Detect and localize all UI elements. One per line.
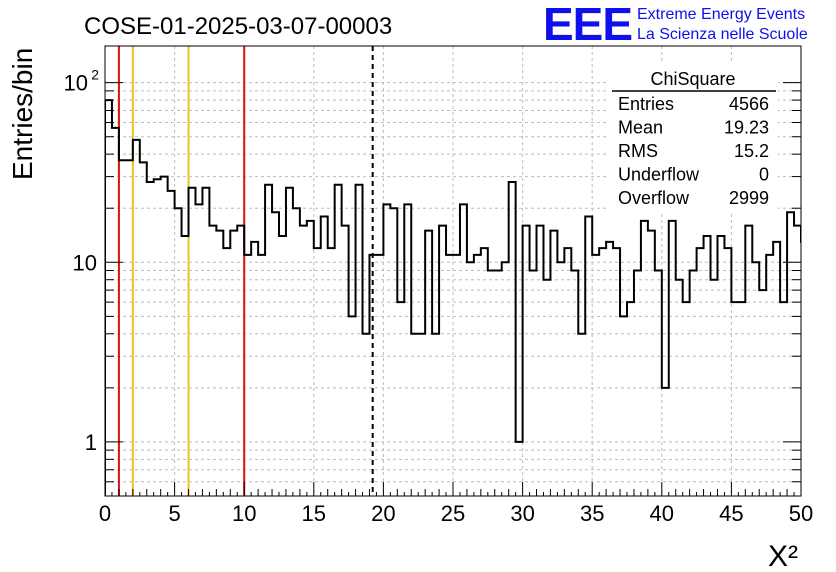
logo-letters: EEE xyxy=(543,0,632,50)
stats-box-title: ChiSquare xyxy=(650,69,735,89)
stats-row-label: Underflow xyxy=(618,165,700,185)
stats-box-background xyxy=(608,64,778,212)
x-tick-label: 20 xyxy=(371,501,395,526)
reference-lines xyxy=(117,46,374,496)
stats-row-value: 19.23 xyxy=(724,118,769,138)
x-tick-label: 50 xyxy=(789,501,813,526)
x-tick-label: 40 xyxy=(650,501,674,526)
logo-line-2: La Scienza nelle Scuole xyxy=(637,26,808,43)
x-tick-label: 0 xyxy=(99,501,111,526)
stats-box: ChiSquare Entries 4566 Mean 19.23 RMS 15.2 Und… xyxy=(608,64,778,212)
y-tick-label: 10 xyxy=(73,250,97,275)
x-tick-label: 15 xyxy=(302,501,326,526)
stats-row-label: RMS xyxy=(618,141,658,161)
y-axis-label: Entries/bin xyxy=(7,48,38,180)
logo-line-1: Extreme Energy Events xyxy=(637,6,805,23)
stats-row-label: Entries xyxy=(618,94,674,114)
histogram-outline xyxy=(105,99,801,496)
x-axis-ticks: 0 5 10 15 20 25 30 35 40 45 50 xyxy=(99,482,813,526)
eee-logo: EEE Extreme Energy Events La Scienza nel… xyxy=(543,0,808,50)
stats-row-value: 0 xyxy=(759,165,769,185)
y-tick-label: 10 xyxy=(64,71,88,96)
x-tick-label: 10 xyxy=(232,501,256,526)
y-tick-exponent: 2 xyxy=(91,67,99,83)
x-tick-label: 35 xyxy=(580,501,604,526)
stats-box-rows: Entries 4566 Mean 19.23 RMS 15.2 Underflow 0 Ove… xyxy=(618,94,769,208)
x-axis-label: X² xyxy=(768,540,798,572)
stats-row-value: 2999 xyxy=(729,188,769,208)
chart-title: COSE-01-2025-03-07-00003 xyxy=(84,13,392,40)
stats-row-value: 4566 xyxy=(729,94,769,114)
y-tick-label: 1 xyxy=(85,430,97,455)
stats-row-label: Mean xyxy=(618,118,663,138)
stats-row-label: Overflow xyxy=(618,188,690,208)
x-tick-label: 30 xyxy=(510,501,534,526)
x-tick-label: 25 xyxy=(441,501,465,526)
stats-row-value: 15.2 xyxy=(734,141,769,161)
x-tick-label: 5 xyxy=(168,501,180,526)
x-tick-label: 45 xyxy=(719,501,743,526)
